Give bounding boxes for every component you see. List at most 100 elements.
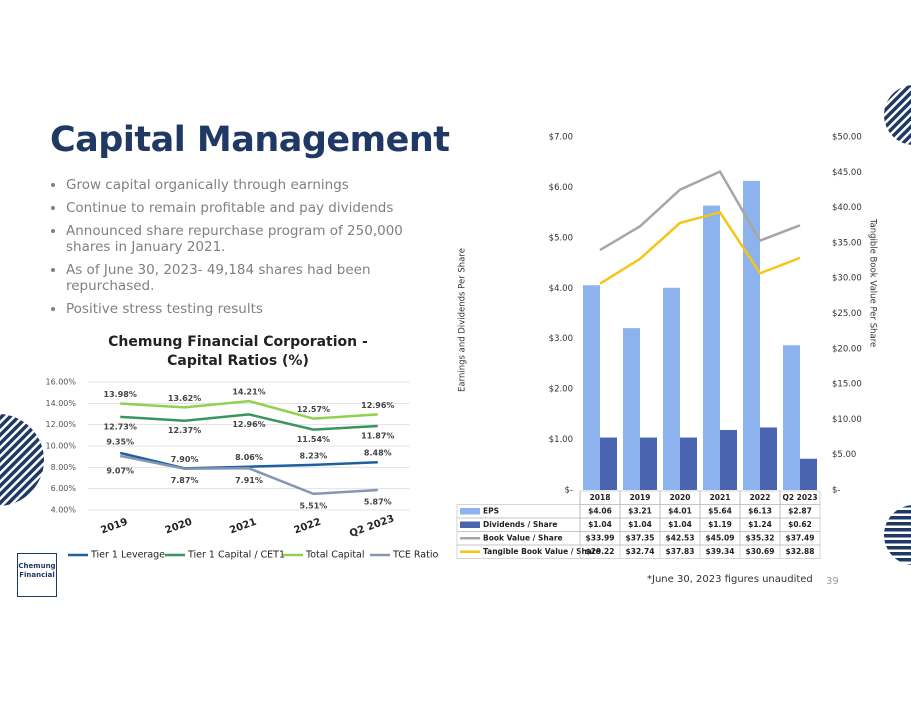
bar xyxy=(703,205,720,490)
data-label: 14.21% xyxy=(232,388,265,397)
legend-swatch xyxy=(460,521,480,528)
line xyxy=(599,210,801,285)
bar xyxy=(800,458,817,490)
y-tick-label: 8.00% xyxy=(51,463,77,472)
table-cell: $1.04 xyxy=(628,520,652,529)
y-tick-label: $6.00 xyxy=(549,183,573,193)
y2-tick-label: $15.00 xyxy=(832,380,862,390)
table-cell: $1.19 xyxy=(708,520,732,529)
decor-circle xyxy=(0,414,44,506)
y2-tick-label: $5.00 xyxy=(832,450,856,460)
data-label: 8.48% xyxy=(364,449,392,458)
y2-tick-label: $30.00 xyxy=(832,274,862,284)
legend-label: Tangible Book Value / Share xyxy=(483,547,601,556)
y2-tick-label: $20.00 xyxy=(832,344,862,354)
data-label: 12.96% xyxy=(232,420,265,429)
bar xyxy=(760,427,777,490)
table-cell: $0.62 xyxy=(788,520,812,529)
data-label: 11.54% xyxy=(297,435,330,444)
table-cell: $32.88 xyxy=(786,547,815,556)
slide-title: Capital Management xyxy=(50,120,450,160)
data-label: 12.96% xyxy=(361,401,394,410)
legend-label: Tier 1 Capital / CET1 xyxy=(187,550,285,561)
y-tick-label: $7.00 xyxy=(549,133,573,143)
legend-label: Total Capital xyxy=(305,550,365,561)
y2-tick-label: $35.00 xyxy=(832,238,862,248)
data-label: 8.06% xyxy=(235,453,263,462)
table-cell: $45.09 xyxy=(706,533,735,542)
chart-title: Chemung Financial Corporation - Capital … xyxy=(108,334,368,369)
line xyxy=(120,399,378,420)
table-cell: $42.53 xyxy=(666,533,695,542)
table-row xyxy=(456,544,821,559)
x-tick-label: 2020 xyxy=(164,517,194,537)
footnote: *June 30, 2023 figures unaudited xyxy=(647,574,813,585)
data-label: 9.07% xyxy=(106,466,134,475)
x-tick-label: 2019 xyxy=(99,517,129,537)
y-tick-label: 16.00% xyxy=(45,378,76,387)
y-tick-label: $1.00 xyxy=(549,435,573,445)
bullet: Positive stress testing results xyxy=(66,301,426,317)
bullet: Grow capital organically through earning… xyxy=(66,177,426,193)
data-label: 12.57% xyxy=(297,405,330,414)
bullet: Continue to remain profitable and pay di… xyxy=(66,200,426,216)
x-tick-label: 2021 xyxy=(228,517,258,537)
bar xyxy=(783,345,800,490)
data-label: 5.51% xyxy=(300,501,328,510)
table-cell: $1.04 xyxy=(588,520,612,529)
bullet-list: Grow capital organically through earning… xyxy=(48,177,426,324)
data-label: 5.87% xyxy=(364,498,392,507)
legend-label: Book Value / Share xyxy=(483,533,563,542)
data-label: 11.87% xyxy=(361,432,394,441)
bar xyxy=(640,437,657,490)
y2-tick-label: $40.00 xyxy=(832,203,862,213)
y-tick-label: $5.00 xyxy=(549,233,573,243)
data-label: 13.62% xyxy=(168,394,201,403)
y2-tick-label: $25.00 xyxy=(832,309,862,319)
y-tick-label: 12.00% xyxy=(45,420,76,429)
table-cell: $5.64 xyxy=(708,506,732,515)
logo: Chemung Financial xyxy=(17,553,57,597)
y-tick-label: 6.00% xyxy=(51,484,77,493)
bullet: As of June 30, 2023- 49,184 shares had b… xyxy=(66,262,426,294)
bar xyxy=(583,285,600,490)
table-cell: $29.22 xyxy=(586,547,615,556)
y-axis-label: Earnings and Dividends Per Share xyxy=(458,248,468,392)
table-cell: $35.32 xyxy=(746,533,775,542)
data-label: 9.35% xyxy=(106,437,134,446)
table-cell: $37.35 xyxy=(626,533,655,542)
table-cell: $3.21 xyxy=(628,506,652,515)
legend-label: EPS xyxy=(483,506,499,515)
y2-tick-label: $- xyxy=(832,486,840,496)
table-cell: $4.01 xyxy=(668,506,692,515)
y2-tick-label: $45.00 xyxy=(832,168,862,178)
decor-circle xyxy=(884,505,911,565)
data-table: 2018 2019 2020 2021 2022 Q2 2023 EPS $4.06 $3.21… xyxy=(456,490,821,559)
y-tick-label: $4.00 xyxy=(549,284,573,294)
bar xyxy=(663,287,680,490)
data-label: 12.73% xyxy=(104,422,137,431)
table-cell: $2.87 xyxy=(788,506,812,515)
page-number: 39 xyxy=(826,576,839,587)
bar xyxy=(680,437,697,490)
y-tick-label: $- xyxy=(565,486,573,496)
legend-label: TCE Ratio xyxy=(392,550,438,561)
y-tick-label: 10.00% xyxy=(45,442,76,451)
x-tick-label: Q2 2023 xyxy=(348,513,396,539)
legend-label: Dividends / Share xyxy=(483,520,557,529)
decor-circle xyxy=(884,85,911,145)
table-header: 2019 xyxy=(630,493,651,502)
table-cell: $1.24 xyxy=(748,520,772,529)
table-cell: $33.99 xyxy=(586,533,615,542)
table-cell: $37.83 xyxy=(666,547,695,556)
bar xyxy=(743,180,760,490)
data-label: 12.37% xyxy=(168,426,201,435)
data-label: 13.98% xyxy=(104,390,137,399)
line xyxy=(120,413,378,431)
y2-tick-label: $10.00 xyxy=(832,415,862,425)
bar xyxy=(623,328,640,490)
data-label: 7.87% xyxy=(171,476,199,485)
